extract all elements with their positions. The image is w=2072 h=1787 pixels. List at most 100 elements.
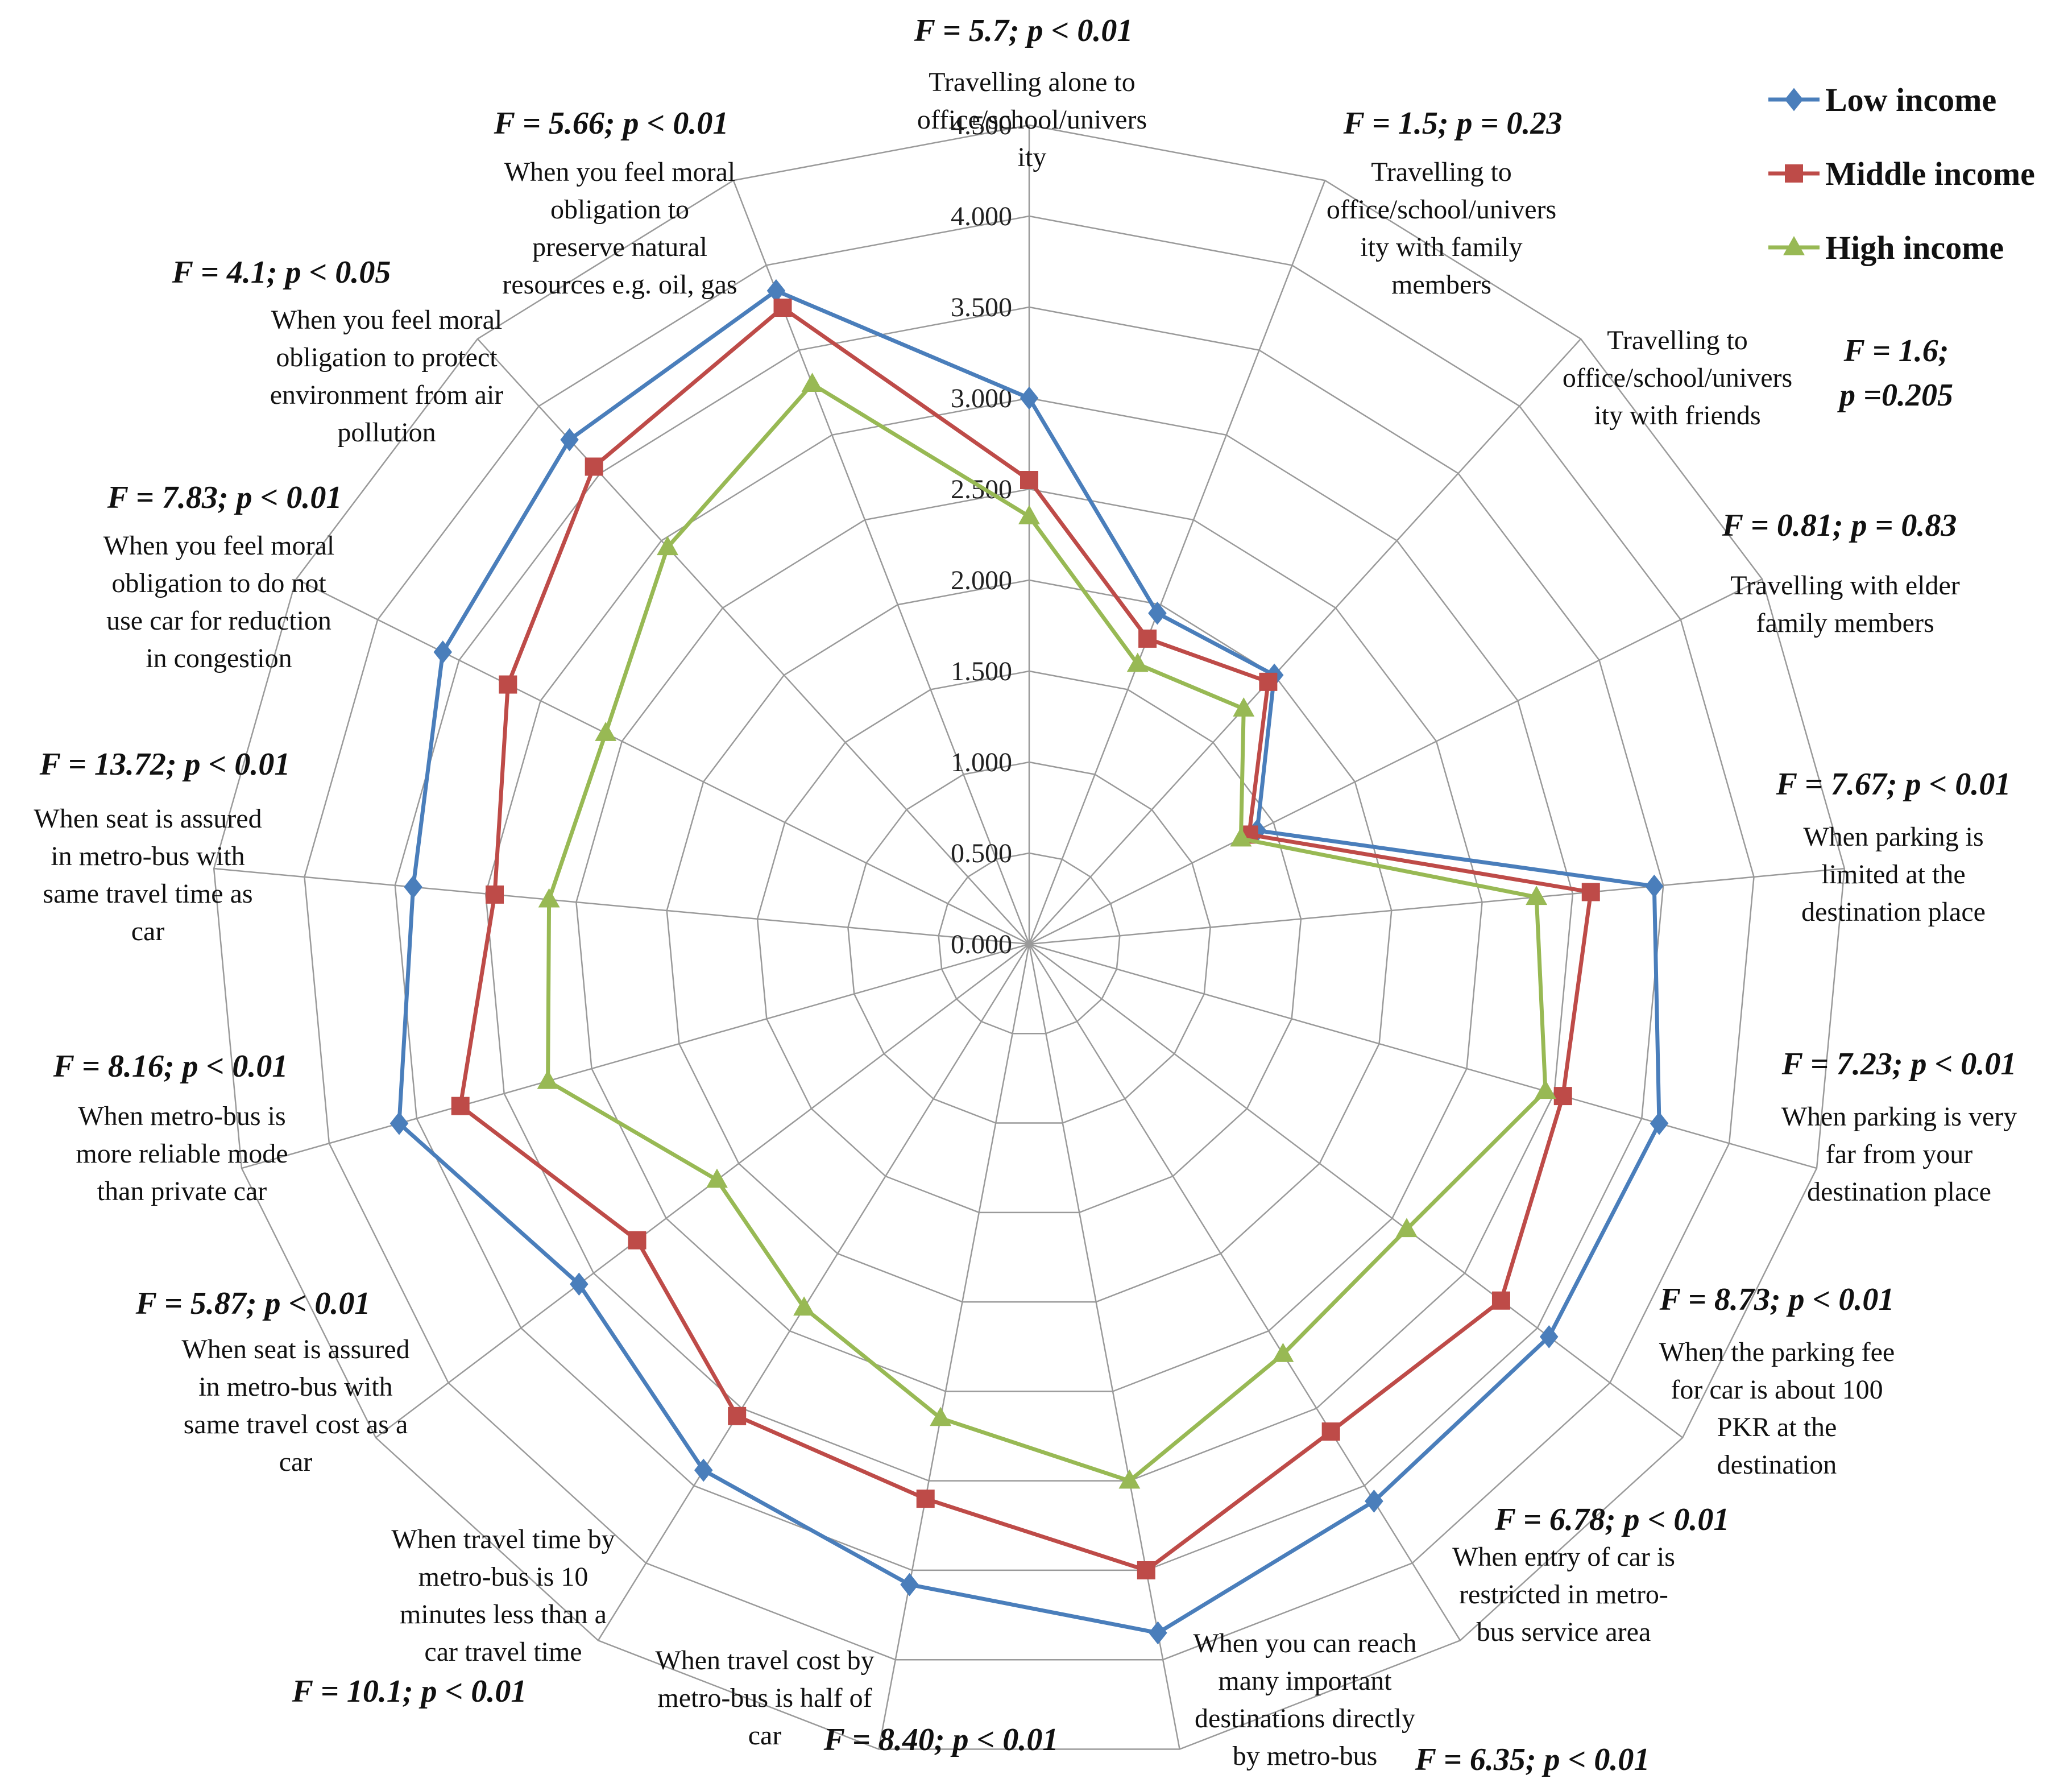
category-13: When metro-bus is more reliable mode than … (53, 1049, 288, 1206)
category-label: minutes less than a (400, 1599, 607, 1629)
category-15: When you feel moral obligation to do not u… (103, 480, 342, 673)
category-label: When parking is very (1781, 1102, 2017, 1132)
grid-spoke (1028, 944, 1180, 1749)
category-10: When travel cost by metro-bus is half of c… (655, 1645, 1058, 1757)
grid-spoke (214, 867, 1030, 945)
category-label: than private car (97, 1176, 267, 1206)
category-7: When the parking fee for car is about 100… (1659, 1282, 1895, 1480)
category-label: When you can reach (1193, 1628, 1416, 1658)
category-label: When seat is assured (181, 1334, 409, 1364)
grid-ring (847, 761, 1211, 1124)
legend-label: Low income (1825, 81, 1996, 118)
category-label: office/school/univers (917, 105, 1147, 135)
f-statistic-label: p =0.205 (1837, 378, 1953, 413)
category-label: destinations directly (1195, 1703, 1415, 1734)
data-point (1783, 235, 1805, 255)
radar-grid (213, 124, 1846, 1750)
grid-spoke (1029, 944, 1683, 1438)
data-point (537, 1069, 559, 1089)
category-6: When parking is very far from your destina… (1781, 1046, 2017, 1207)
data-point (1581, 883, 1600, 901)
grid-spoke (375, 944, 1030, 1438)
data-point (538, 888, 560, 908)
grid-spoke (296, 578, 1030, 945)
data-point (916, 1490, 935, 1508)
tick-label: 4.000 (951, 201, 1012, 231)
tick-label: 2.000 (951, 565, 1012, 595)
category-label: far from your (1826, 1139, 1973, 1169)
data-point (1535, 1079, 1556, 1099)
f-statistic-label: F = 1.5; p = 0.23 (1343, 106, 1563, 141)
data-point (451, 1097, 470, 1115)
category-label: bus service area (1477, 1617, 1651, 1647)
data-point (1784, 88, 1804, 111)
tick-label: 0.500 (951, 838, 1012, 868)
data-point (1553, 1087, 1572, 1106)
data-point (1020, 471, 1038, 489)
category-label: destination (1717, 1450, 1837, 1480)
data-point (1321, 1422, 1340, 1441)
category-label: When seat is assured (34, 804, 262, 834)
category-label: Travelling alone to (929, 67, 1136, 97)
tick-label: 1.000 (951, 747, 1012, 777)
category-label: resources e.g. oil, gas (502, 270, 737, 300)
data-point (900, 1573, 919, 1596)
category-label: preserve natural (532, 232, 707, 262)
category-labels: Travelling alone to office/school/univers… (34, 13, 2017, 1777)
grid-spoke (476, 338, 1030, 945)
f-statistic-label: F = 6.35; p < 0.01 (1415, 1742, 1650, 1777)
grid-ring (756, 670, 1302, 1214)
category-5: When parking is limited at the destination… (1776, 767, 2011, 927)
data-point (1526, 886, 1548, 905)
category-label: obligation to (550, 195, 689, 225)
legend-label: Middle income (1825, 155, 2035, 192)
legend-entry: Middle income (1768, 155, 2035, 192)
category-2: Travelling to office/school/univers ity wi… (1327, 106, 1563, 300)
grid-spoke (1029, 943, 1817, 1169)
f-statistic-label: F = 8.40; p < 0.01 (823, 1722, 1059, 1757)
data-point (628, 1231, 647, 1250)
data-point (773, 299, 792, 317)
category-label: in congestion (146, 643, 292, 673)
data-point (1539, 1325, 1559, 1348)
category-label: more reliable mode (76, 1139, 288, 1169)
f-statistic-label: F = 5.66; p < 0.01 (494, 106, 729, 141)
series-line (546, 382, 1548, 1483)
data-point (1148, 601, 1167, 625)
grid-ring (938, 852, 1121, 1035)
data-point (486, 885, 504, 904)
data-point (560, 428, 579, 452)
data-point (801, 373, 823, 392)
category-label: pollution (337, 417, 436, 448)
grid-ring (575, 488, 1483, 1392)
data-point (706, 1168, 728, 1188)
f-statistic-label: F = 6.78; p < 0.01 (1494, 1502, 1730, 1537)
legend: Low income Middle income High income (1768, 81, 2035, 266)
category-17: When you feel moral obligation to preserve… (494, 106, 737, 300)
data-point (585, 457, 603, 476)
category-16: When you feel moral obligation to protect… (172, 255, 504, 448)
category-label: When travel cost by (655, 1645, 874, 1676)
grid-spoke (1028, 944, 1461, 1641)
data-point (1137, 1561, 1155, 1579)
category-label: same travel cost as a (184, 1409, 408, 1439)
tick-label: 0.000 (951, 929, 1012, 959)
category-label: When parking is (1803, 822, 1983, 852)
data-point (930, 1407, 952, 1426)
series-line (458, 305, 1593, 1573)
f-statistic-label: F = 0.81; p = 0.83 (1722, 508, 1957, 543)
tick-label: 3.500 (951, 292, 1012, 322)
grid-ring (484, 397, 1574, 1482)
grid-spoke (1029, 578, 1763, 945)
grid-ring (394, 306, 1664, 1571)
f-statistic-label: F = 5.7; p < 0.01 (914, 13, 1133, 48)
grid-spoke (1029, 338, 1582, 945)
category-label: car (131, 916, 165, 946)
category-label: car travel time (424, 1637, 582, 1667)
data-point (793, 1296, 815, 1316)
data-point (499, 675, 517, 694)
category-label: destination place (1801, 897, 1986, 927)
grid-spoke (878, 944, 1030, 1749)
category-label: obligation to protect (276, 342, 498, 373)
